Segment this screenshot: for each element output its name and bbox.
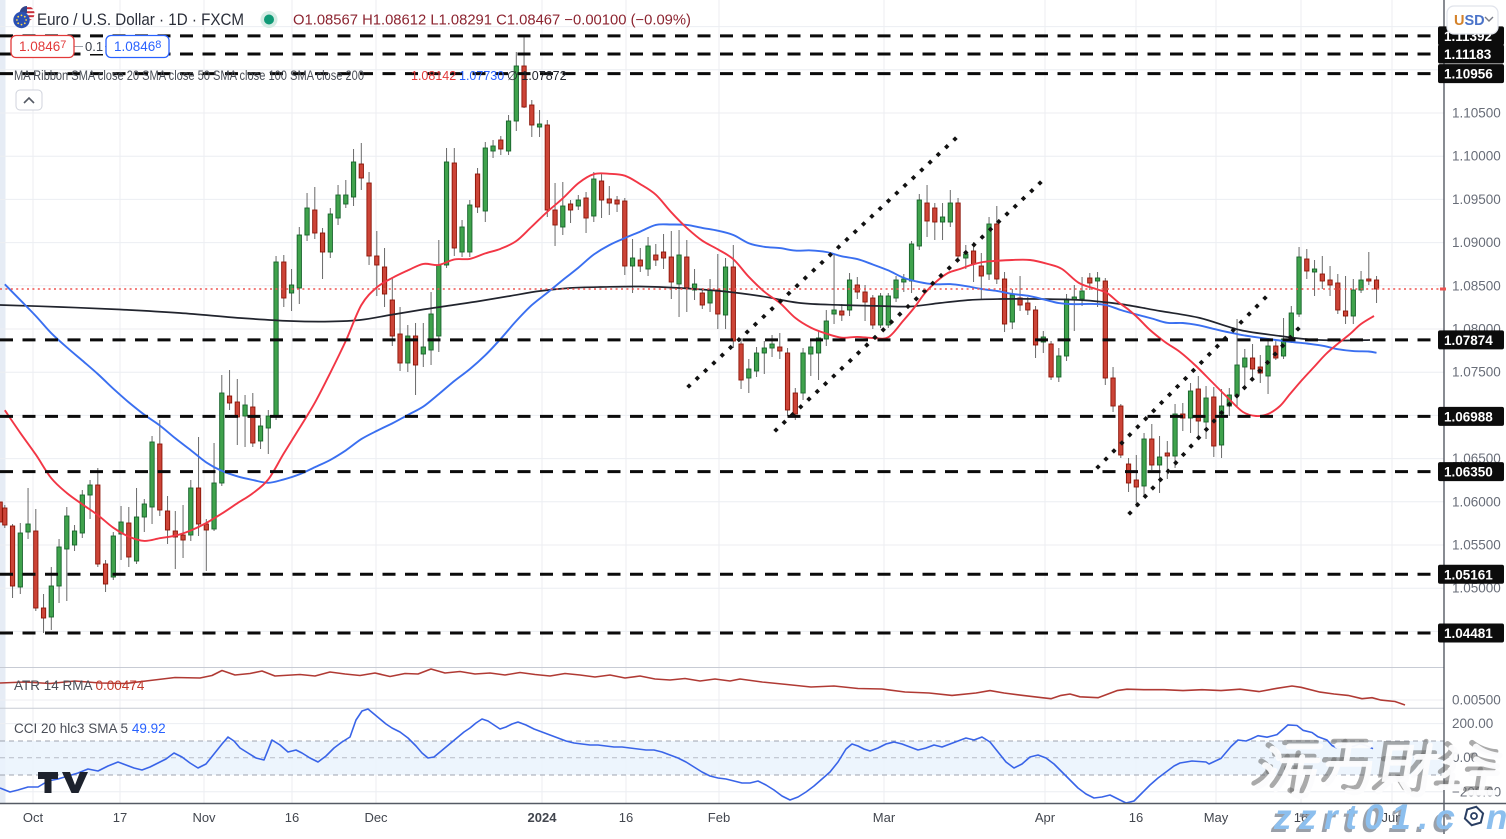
svg-text:1.08142: 1.08142 xyxy=(411,69,456,83)
svg-text:CCI 20 hlc3 SMA 5 49.92: CCI 20 hlc3 SMA 5 49.92 xyxy=(14,721,166,736)
svg-text:1.07500: 1.07500 xyxy=(1452,365,1501,380)
svg-text:1.07730: 1.07730 xyxy=(459,69,504,83)
svg-text:1.05500: 1.05500 xyxy=(1452,538,1501,553)
svg-text:Dec: Dec xyxy=(364,810,388,825)
svg-text:16: 16 xyxy=(619,810,633,825)
svg-text:1.10000: 1.10000 xyxy=(1452,149,1501,164)
svg-text:Feb: Feb xyxy=(708,810,730,825)
svg-text:1.06988: 1.06988 xyxy=(1444,409,1493,424)
svg-text:Mar: Mar xyxy=(873,810,896,825)
svg-text:ATR 14 RMA 0.00474: ATR 14 RMA 0.00474 xyxy=(14,678,145,693)
svg-text:1.05161: 1.05161 xyxy=(1444,567,1493,582)
svg-text:USD: USD xyxy=(1454,13,1485,29)
svg-text:1.10500: 1.10500 xyxy=(1452,106,1501,121)
svg-text:200.00: 200.00 xyxy=(1452,716,1493,731)
svg-text:Apr: Apr xyxy=(1035,810,1056,825)
svg-text:1.07874: 1.07874 xyxy=(1444,333,1493,348)
svg-text:Euro / U.S. Dollar · 1D · FXCM: Euro / U.S. Dollar · 1D · FXCM xyxy=(37,10,244,29)
svg-text:2024: 2024 xyxy=(528,810,558,825)
svg-text:Oct: Oct xyxy=(23,810,44,825)
svg-text:16: 16 xyxy=(285,810,299,825)
svg-text:1.04481: 1.04481 xyxy=(1444,626,1493,641)
svg-text:1.08468: 1.08468 xyxy=(114,39,161,54)
svg-text:1.10956: 1.10956 xyxy=(1444,67,1493,82)
svg-text:zzrt01.c: zzrt01.c xyxy=(1273,798,1462,834)
svg-text:∅ 1.07872: ∅ 1.07872 xyxy=(507,69,567,83)
svg-text:1.11183: 1.11183 xyxy=(1444,47,1492,62)
svg-text:1.09000: 1.09000 xyxy=(1452,235,1501,250)
svg-text:MA Ribbon SMA close 20 SMA clo: MA Ribbon SMA close 20 SMA close 50 SMA … xyxy=(14,68,364,83)
svg-text:O1.08567 H1.08612 L1.08291 C1.: O1.08567 H1.08612 L1.08291 C1.08467 −0.0… xyxy=(293,13,691,29)
svg-text:1.09500: 1.09500 xyxy=(1452,192,1501,207)
svg-text:May: May xyxy=(1204,810,1229,825)
svg-text:0.00500: 0.00500 xyxy=(1452,693,1501,708)
svg-text:Nov: Nov xyxy=(192,810,216,825)
svg-text:n: n xyxy=(1486,798,1506,834)
svg-text:16: 16 xyxy=(1129,810,1143,825)
svg-text:0.1: 0.1 xyxy=(85,39,103,54)
svg-text:1.06000: 1.06000 xyxy=(1452,494,1501,509)
svg-text:1.08500: 1.08500 xyxy=(1452,278,1501,293)
svg-text:1.08467: 1.08467 xyxy=(19,39,66,54)
svg-text:1.06350: 1.06350 xyxy=(1444,465,1493,480)
svg-text:17: 17 xyxy=(113,810,127,825)
